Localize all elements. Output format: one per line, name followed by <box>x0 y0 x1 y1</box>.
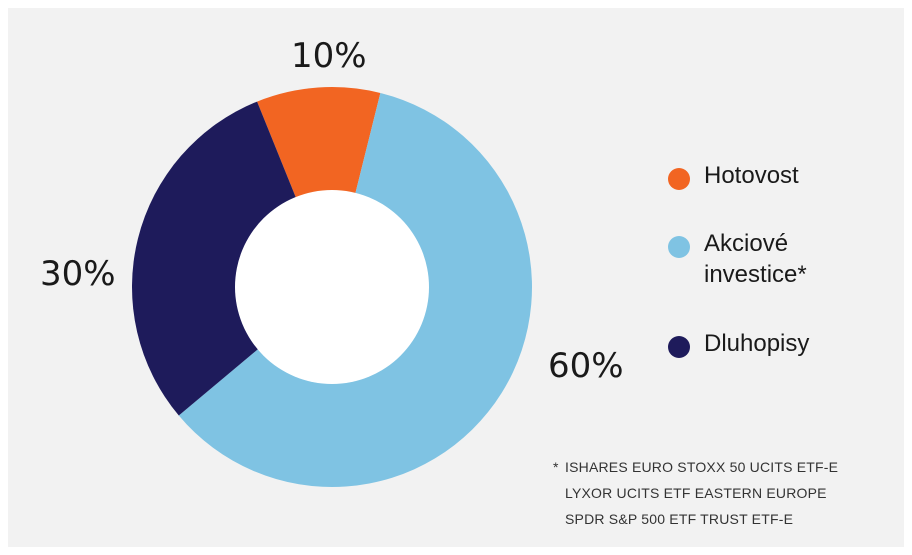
slice-label-hotovost: 10% <box>291 36 367 76</box>
legend-label: Dluhopisy <box>704 330 810 357</box>
footnote-line: SPDR S&P 500 ETF TRUST ETF-E <box>565 511 794 527</box>
footnote-marker: * <box>553 459 559 475</box>
footnote-line: ISHARES EURO STOXX 50 UCITS ETF-E <box>565 459 839 475</box>
slice-hotovost <box>257 87 381 288</box>
footnote-line: LYXOR UCITS ETF EASTERN EUROPE <box>565 485 827 501</box>
donut-hole <box>235 190 429 384</box>
legend-label: Hotovost <box>704 162 799 189</box>
slice-label-dluhopisy: 30% <box>40 254 116 294</box>
slice-label-akciove-investice: 60% <box>548 346 624 386</box>
legend-swatch-hotovost <box>668 168 690 190</box>
legend-swatch-dluhopisy <box>668 336 690 358</box>
legend-swatch-akciove-investice <box>668 236 690 258</box>
legend-label: Akciové investice* <box>704 230 807 288</box>
slice-dluhopisy <box>131 101 332 416</box>
